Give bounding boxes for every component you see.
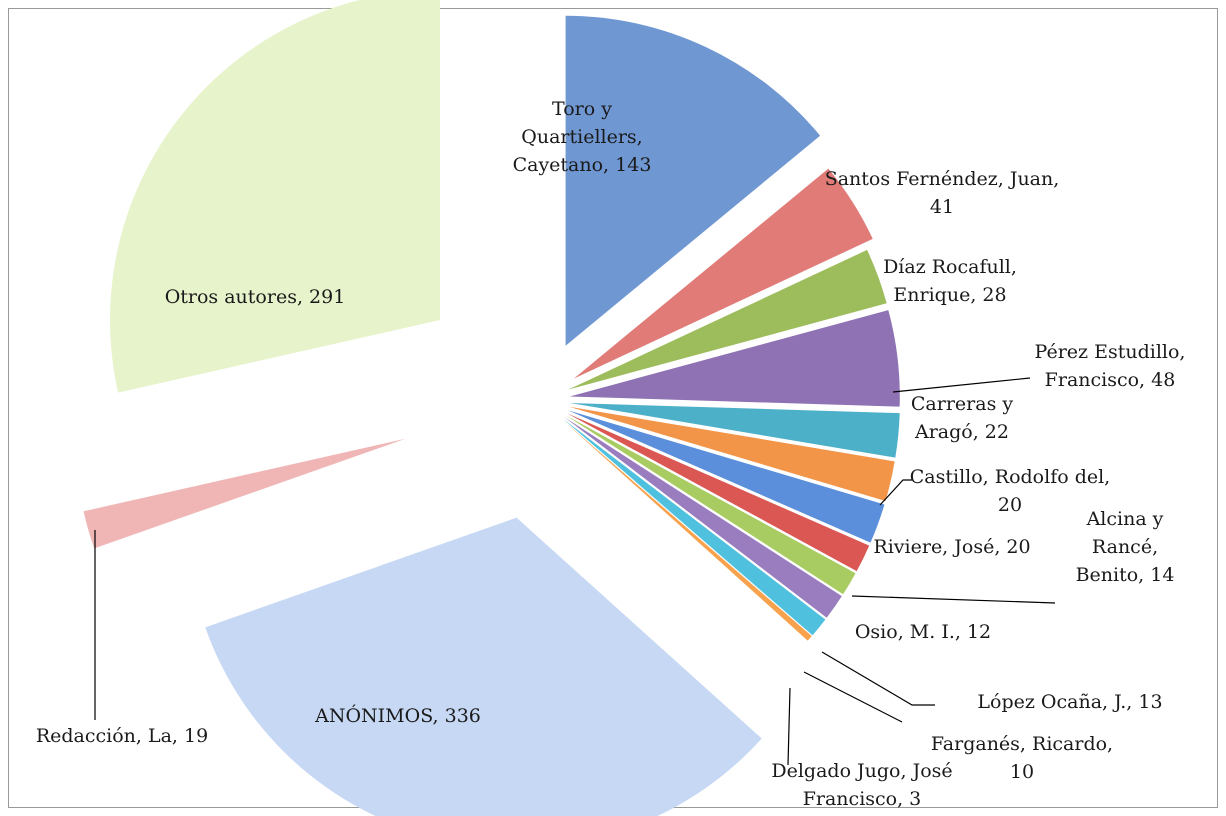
pie-slice: [569, 402, 900, 458]
leader-line: [892, 377, 1031, 393]
data-label: Farganés, Ricardo, 10: [930, 733, 1114, 783]
data-label: Riviere, José, 20: [873, 536, 1031, 558]
pie-slice: [569, 406, 895, 501]
leader-line: [851, 595, 1056, 604]
data-label: Delgado Jugo, José Francisco, 3: [771, 760, 953, 810]
data-label: Redacción, La, 19: [35, 725, 209, 747]
data-label: Toro y Quartiellers, Cayetano, 143: [512, 98, 652, 176]
data-label: Pérez Estudillo, Francisco, 48: [1034, 341, 1186, 391]
pie-slice: [573, 168, 873, 379]
leader-line: [803, 671, 903, 723]
pie-slice: [568, 249, 887, 390]
data-label: Osio, M. I., 12: [854, 621, 992, 643]
pie-slice: [110, 0, 441, 393]
pie-slice: [83, 438, 406, 549]
pie-slice: [568, 410, 885, 543]
data-label: Otros autores, 291: [164, 286, 346, 308]
leader-line: [879, 479, 912, 506]
pie-slice: [566, 413, 870, 572]
pie-slice: [563, 418, 826, 636]
data-label: Castillo, Rodolfo del, 20: [909, 466, 1111, 516]
data-label: Santos Fernéndez, Juan, 41: [824, 168, 1060, 218]
data-label: Carreras y Aragó, 22: [910, 393, 1014, 443]
pie-slice: [565, 415, 856, 595]
data-label: López Ocaña, J., 13: [977, 691, 1163, 713]
pie-slice: [565, 15, 821, 346]
pie-slice: [569, 310, 900, 407]
data-label: Díaz Rocafull, Enrique, 28: [883, 256, 1017, 306]
leader-lines: [94, 377, 1056, 766]
pie-slice: [205, 517, 762, 816]
data-label: ANÓNIMOS, 336: [315, 705, 481, 727]
pie-slice: [562, 419, 812, 641]
leader-line: [821, 651, 935, 706]
pie-slice: [564, 417, 842, 618]
data-label: Alcina y Rancé, Benito, 14: [1075, 508, 1175, 586]
leader-line: [787, 687, 791, 766]
